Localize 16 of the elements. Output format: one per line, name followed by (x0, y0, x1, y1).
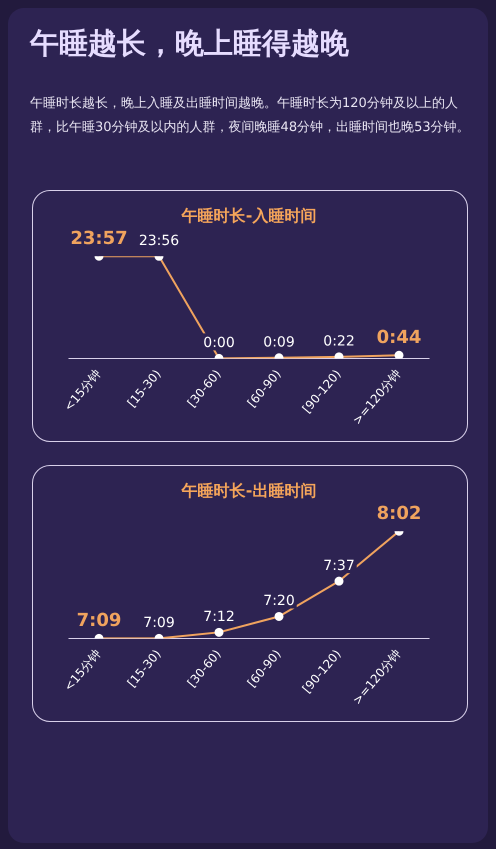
data-label: 23:56 (138, 232, 180, 249)
text: 午睡时长越长，晚上入睡及出睡时间越晚。午睡时长为120分钟及以上的人群，比午睡30分钟及以内的人群，夜间晚睡48分钟，出睡时间也晚53分钟。 (30, 95, 470, 137)
data-label: 7:09 (76, 610, 122, 632)
data-label: 0:22 (323, 333, 355, 350)
data-label: 7:37 (323, 558, 355, 574)
data-label: 0:44 (376, 326, 422, 348)
data-label: 7:20 (263, 593, 295, 610)
data-label: 0:09 (263, 334, 295, 350)
data-label: 0:00 (203, 335, 235, 352)
data-label: 23:57 (70, 228, 128, 249)
data-label: 7:09 (143, 615, 175, 632)
data-label: 8:02 (376, 502, 422, 524)
data-label: 7:12 (203, 608, 235, 625)
chart-title: 午睡时长-出睡时间 (180, 480, 316, 500)
chart-title: 午睡时长-入睡时间 (180, 206, 316, 225)
text: 午睡越长，晚上睡得越晚 (30, 25, 349, 62)
